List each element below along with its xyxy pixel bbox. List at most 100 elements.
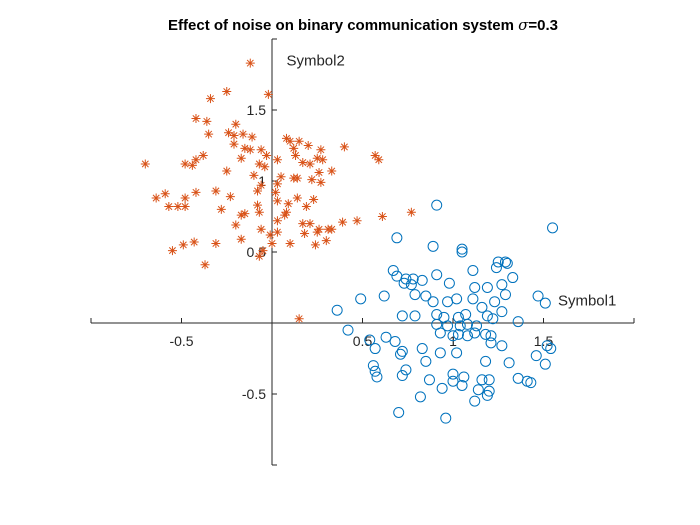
symbol2-point [236,234,246,244]
symbol2-point [253,200,263,210]
symbol1-point [476,374,488,386]
symbol2-point [406,207,416,217]
symbol2-point [236,153,246,163]
symbol1-point [456,379,468,391]
symbol2-point [307,175,317,185]
symbol1-point [525,377,537,389]
symbol1-point [342,324,354,336]
symbol1-point [443,277,455,289]
symbol2-point [298,219,308,229]
symbol1-point [396,370,408,382]
symbol1-point [499,256,511,268]
symbol2-point [289,143,299,153]
symbol1-point [512,372,524,384]
symbol1-point [451,347,463,359]
symbol2-point [160,189,170,199]
symbol1-point [545,343,557,355]
symbol1-point [467,293,479,305]
symbol1-point [489,296,501,308]
symbol2-point [202,116,212,126]
symbol1-point [541,340,553,352]
symbol2-point [263,89,273,99]
symbol2-point [200,260,210,270]
symbol2-point [303,141,313,150]
symbol2-point [285,136,295,146]
symbol2-point [321,236,331,246]
symbol1-point [371,371,383,383]
symbol1-point [378,290,390,302]
symbol2-point [272,179,282,189]
symbol2-point [283,199,293,209]
symbol1-point [364,334,376,346]
symbol1-point [400,364,412,376]
symbol2-point [339,142,349,152]
symbol2-point [204,129,214,139]
symbol2-point [285,238,295,248]
symbol2-point [260,162,270,172]
symbol1-point [331,304,343,316]
symbol1-point [496,279,508,291]
symbol2-point [272,155,282,165]
symbol2-point [198,150,208,160]
symbol2-point [352,216,362,226]
symbol1-point [480,355,492,367]
symbol2-point [191,187,201,197]
symbol2-point [312,227,322,237]
symbol2-point [314,167,324,177]
symbol2-point [180,193,190,203]
symbol2-point [281,133,291,143]
symbol1-point [483,374,495,386]
symbol1-point [530,350,542,362]
symbol2-point [314,224,324,234]
symbol2-point [300,229,310,239]
symbol2-point [236,210,246,220]
symbol2-point [310,240,320,250]
symbol1-point [416,343,428,355]
symbol1-point [393,406,405,418]
x-tick-label: 1.5 [534,333,554,349]
symbol2-point [327,224,337,234]
symbol1-point [420,290,432,302]
symbol1-point [442,296,454,308]
symbol1-point [416,274,428,286]
symbol1-point [427,240,439,252]
symbol1-point [355,293,367,305]
symbol2-point [211,186,221,196]
symbol1-point [461,318,473,330]
symbol1-point [481,389,493,401]
symbol1-point [469,395,481,407]
symbol2-point [240,143,250,153]
symbol1-point [442,320,454,332]
symbol2-point [180,159,190,169]
x-tick-label: -0.5 [169,333,193,349]
symbol2-point [205,94,215,104]
symbol2-point [281,207,291,217]
symbol2-point [178,240,188,250]
symbol1-point [447,368,459,380]
symbol2-point [140,159,150,169]
symbol2-point [151,193,161,203]
symbol1-point [490,262,502,274]
symbol2-point [316,177,326,187]
symbol2-point [254,159,264,169]
symbol2-point [294,136,304,146]
symbol1-point [485,337,497,349]
symbol1-point [440,412,452,424]
symbol2-point [267,238,277,248]
symbol2-point [374,155,384,165]
symbol2-point [256,224,266,234]
symbol1-point [547,222,559,234]
symbol2-point [301,202,311,212]
symbol2-point [254,251,264,261]
symbol1-point [409,310,421,322]
symbol1-point [436,382,448,394]
symbol1-point [476,301,488,313]
symbol1-point [431,269,443,281]
symbol1-point [503,357,515,369]
symbol1-point [456,243,468,255]
symbol1-point [447,375,459,387]
symbol2-point [292,193,302,203]
symbol1-point [454,320,466,332]
symbol2-point [294,314,304,324]
